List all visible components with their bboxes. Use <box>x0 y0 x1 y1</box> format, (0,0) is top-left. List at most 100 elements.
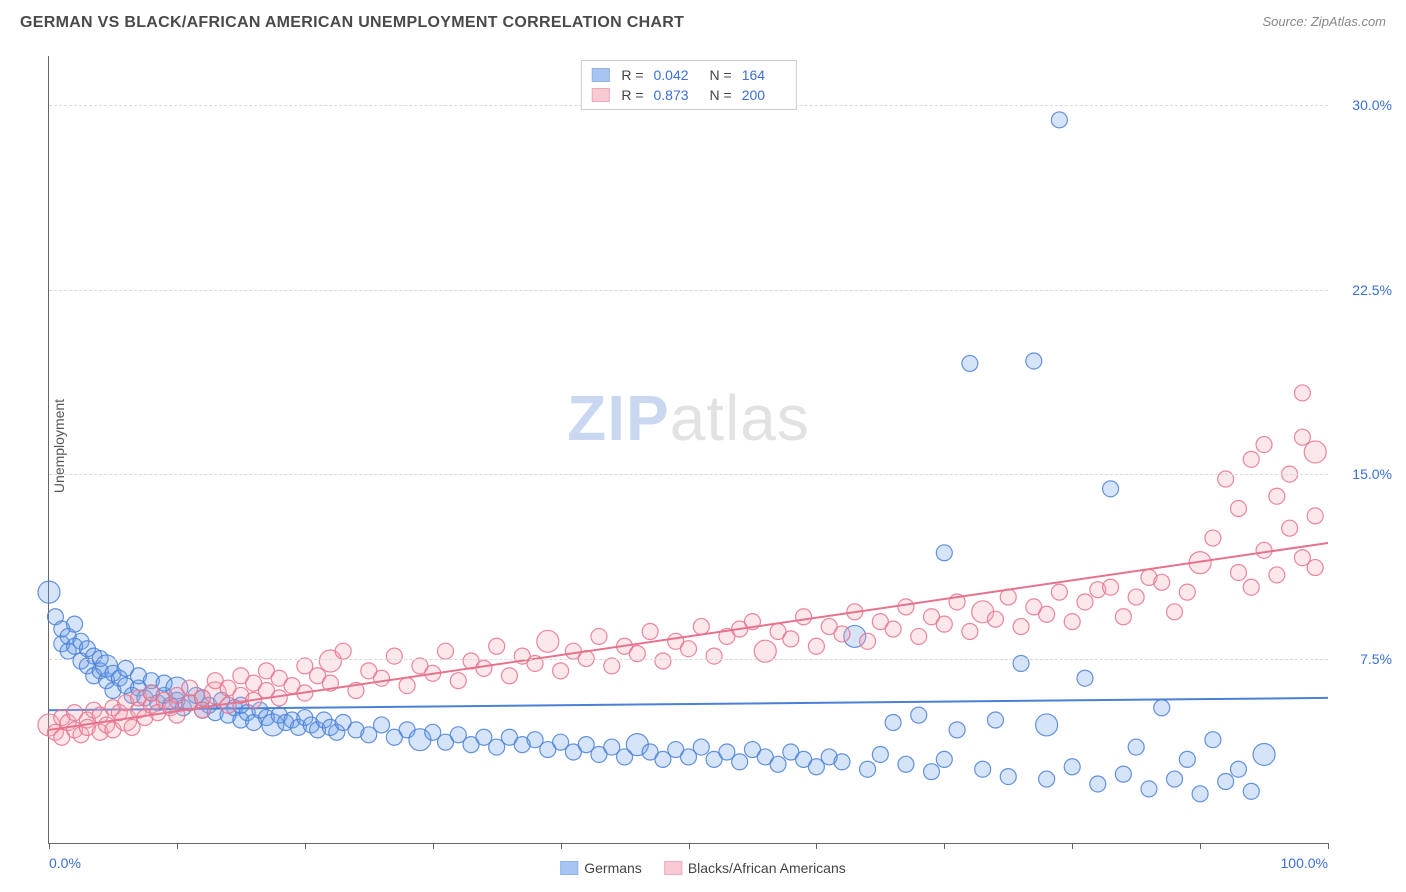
data-point <box>476 660 492 676</box>
legend-row-blacks: R = 0.873 N = 200 <box>591 85 785 105</box>
x-tick <box>177 843 178 849</box>
data-point <box>732 754 748 770</box>
r-label: R = <box>621 85 643 105</box>
data-point <box>987 712 1003 728</box>
correlation-legend: R = 0.042 N = 164 R = 0.873 N = 200 <box>580 60 796 110</box>
data-point <box>1036 714 1058 736</box>
data-point <box>553 663 569 679</box>
data-point <box>796 609 812 625</box>
data-point <box>591 628 607 644</box>
data-point <box>1205 530 1221 546</box>
data-point <box>1256 542 1272 558</box>
data-point <box>335 643 351 659</box>
n-label: N = <box>710 85 732 105</box>
x-tick <box>944 843 945 849</box>
data-point <box>834 626 850 642</box>
source-attribution: Source: ZipAtlas.com <box>1262 14 1386 29</box>
data-point <box>949 722 965 738</box>
data-point <box>808 638 824 654</box>
r-label: R = <box>621 65 643 85</box>
data-point <box>975 761 991 777</box>
data-point <box>1103 579 1119 595</box>
data-point <box>1051 584 1067 600</box>
data-point <box>489 638 505 654</box>
data-point <box>1179 584 1195 600</box>
data-point <box>399 678 415 694</box>
data-point <box>1103 481 1119 497</box>
data-point <box>885 714 901 730</box>
x-tick <box>433 843 434 849</box>
data-point <box>911 707 927 723</box>
swatch-blacks <box>591 88 609 102</box>
data-point <box>1090 776 1106 792</box>
data-point <box>1230 564 1246 580</box>
data-point <box>67 616 83 632</box>
gridline <box>49 659 1328 660</box>
data-point <box>706 648 722 664</box>
data-point <box>1282 520 1298 536</box>
swatch-germans <box>591 68 609 82</box>
x-tick <box>689 843 690 849</box>
data-point <box>860 633 876 649</box>
data-point <box>1294 385 1310 401</box>
gridline <box>49 474 1328 475</box>
data-point <box>962 623 978 639</box>
legend-label-germans: Germans <box>584 860 642 876</box>
data-point <box>1064 614 1080 630</box>
data-point <box>1013 619 1029 635</box>
data-point <box>537 630 559 652</box>
data-point <box>1141 781 1157 797</box>
data-point <box>770 756 786 772</box>
data-point <box>924 764 940 780</box>
data-point <box>1128 589 1144 605</box>
data-point <box>860 761 876 777</box>
trend-line <box>49 543 1328 730</box>
data-point <box>604 658 620 674</box>
data-point <box>1039 606 1055 622</box>
legend-item-germans: Germans <box>560 860 642 876</box>
data-point <box>1077 670 1093 686</box>
data-point <box>898 756 914 772</box>
data-point <box>655 653 671 669</box>
data-point <box>1243 579 1259 595</box>
y-tick-label: 7.5% <box>1360 651 1392 667</box>
data-point <box>693 619 709 635</box>
chart-title: GERMAN VS BLACK/AFRICAN AMERICAN UNEMPLO… <box>20 14 684 32</box>
data-point <box>936 751 952 767</box>
data-point <box>1269 488 1285 504</box>
scatter-svg <box>49 56 1328 843</box>
data-point <box>374 717 390 733</box>
data-point <box>1304 441 1326 463</box>
data-point <box>1128 739 1144 755</box>
chart-area: ZIPatlas R = 0.042 N = 164 R = 0.873 N =… <box>48 56 1328 844</box>
data-point <box>1205 732 1221 748</box>
legend-item-blacks: Blacks/African Americans <box>664 860 846 876</box>
gridline <box>49 290 1328 291</box>
data-point <box>374 670 390 686</box>
data-point <box>1230 761 1246 777</box>
x-tick <box>1072 843 1073 849</box>
data-point <box>1026 353 1042 369</box>
data-point <box>1218 774 1234 790</box>
data-point <box>1115 609 1131 625</box>
x-tick <box>561 843 562 849</box>
n-label: N = <box>710 65 732 85</box>
data-point <box>911 628 927 644</box>
data-point <box>1179 751 1195 767</box>
data-point <box>1243 783 1259 799</box>
swatch-blacks <box>664 861 682 875</box>
data-point <box>1256 437 1272 453</box>
data-point <box>898 599 914 615</box>
data-point <box>936 545 952 561</box>
data-point <box>1230 501 1246 517</box>
data-point <box>501 668 517 684</box>
y-tick-label: 30.0% <box>1352 97 1392 113</box>
data-point <box>1192 786 1208 802</box>
data-point <box>872 746 888 762</box>
data-point <box>1167 771 1183 787</box>
data-point <box>1154 574 1170 590</box>
legend-label-blacks: Blacks/African Americans <box>688 860 846 876</box>
plot-region: ZIPatlas R = 0.042 N = 164 R = 0.873 N =… <box>48 56 1328 844</box>
data-point <box>1253 743 1275 765</box>
y-tick-label: 22.5% <box>1352 282 1392 298</box>
